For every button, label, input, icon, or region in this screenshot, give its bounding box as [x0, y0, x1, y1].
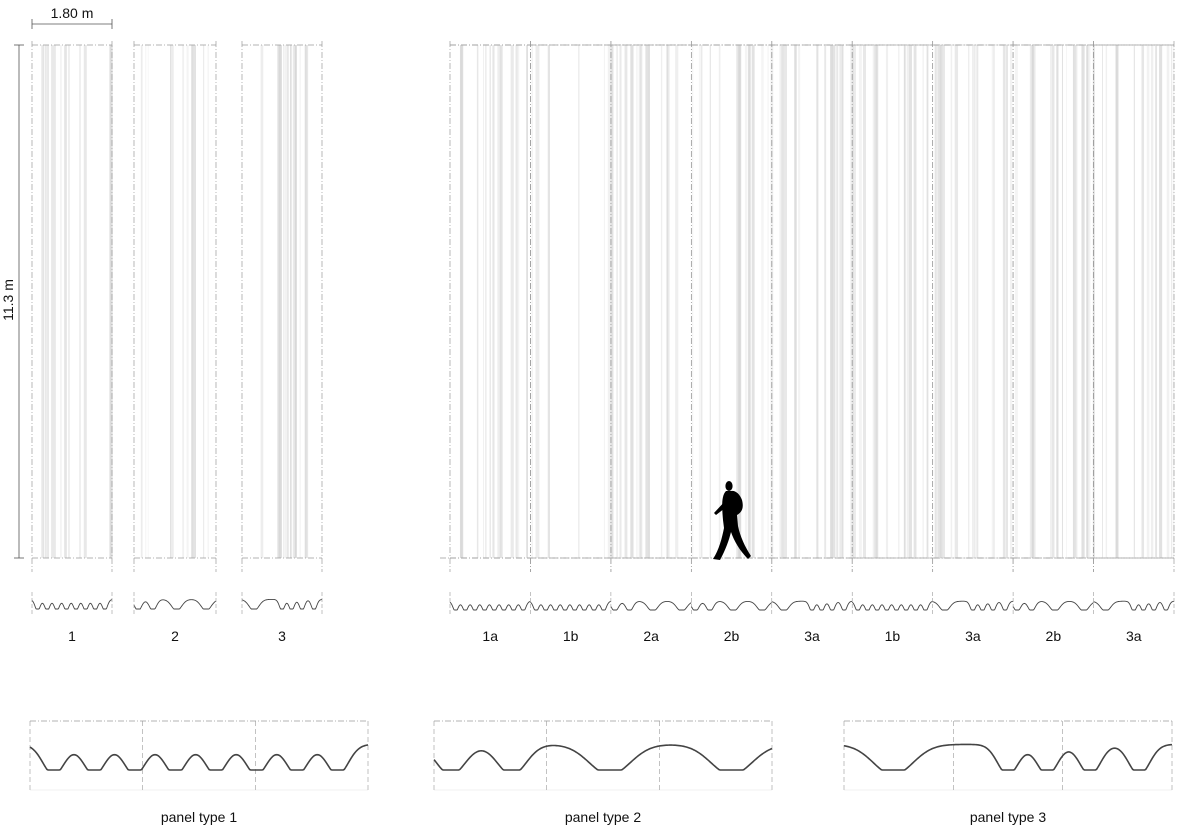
panel-stripes	[531, 45, 614, 558]
section-panel-type-2: panel type 2	[433, 720, 773, 825]
panel-label: 1	[68, 628, 76, 644]
facade-panel-label: 1b	[885, 628, 901, 644]
panel-type-sections: panel type 1 panel type 2 panel type 3	[29, 720, 1173, 825]
panel-stripes	[692, 45, 774, 558]
section-panel-type-3: panel type 3	[843, 720, 1173, 825]
facade-panel-1b	[530, 41, 614, 572]
facade-panel-1a	[449, 41, 531, 572]
facade-panel-2a	[610, 41, 692, 572]
individual-panels: 1 2 3	[31, 41, 323, 644]
section-profile-line	[433, 744, 773, 771]
panel-label: 2	[171, 628, 179, 644]
facade-profile-1b	[530, 600, 612, 611]
section-profile-line	[29, 744, 369, 771]
section-panel-type-1: panel type 1	[29, 720, 369, 825]
panel-stripes	[140, 45, 209, 558]
facade-profile-2b	[1012, 600, 1094, 611]
facade-panel-label: 2a	[643, 628, 659, 644]
panel-profile-3	[241, 598, 323, 610]
facade-profile-3a	[1093, 600, 1175, 611]
facade-profile-1b	[851, 600, 933, 611]
facade-profile-2b	[690, 600, 773, 611]
height-label: 11.3 m	[0, 279, 16, 321]
panel-stripes	[1014, 45, 1095, 558]
facade-panel-label: 2b	[1046, 628, 1062, 644]
panel-elevation-1	[31, 41, 113, 572]
facade-panel-3a	[1093, 41, 1175, 572]
facade-profile-3a	[771, 600, 853, 611]
section-title: panel type 2	[565, 809, 641, 825]
facade-panel-label: 2b	[724, 628, 740, 644]
panel-stripes	[1102, 45, 1175, 558]
panel-stripes	[260, 45, 309, 558]
panel-stripes	[616, 45, 679, 558]
facade-panel-label: 3a	[1126, 628, 1142, 644]
facade-panel-label: 1a	[482, 628, 498, 644]
panel-label: 3	[278, 628, 286, 644]
facade-panel-3a	[771, 41, 854, 572]
section-title: panel type 1	[161, 809, 237, 825]
facade-profile-2a	[610, 600, 692, 611]
facade-panel-label: 1b	[563, 628, 579, 644]
panel-stripes	[459, 45, 528, 558]
width-label: 1.80 m	[51, 5, 94, 21]
panel-stripes	[779, 45, 854, 558]
panel-stripes	[934, 45, 1013, 558]
facade-panel-2b	[1012, 41, 1095, 572]
height-dimension: 11.3 m	[0, 44, 24, 559]
section-title: panel type 3	[970, 809, 1046, 825]
facade-panel-1b	[851, 41, 934, 572]
panel-elevation-3	[241, 41, 323, 572]
panel-stripes	[852, 45, 929, 558]
facade-profile-3a	[932, 600, 1014, 611]
facade-panel-label: 3a	[804, 628, 820, 644]
facade-panel-label: 3a	[965, 628, 981, 644]
panel-stripes	[41, 45, 113, 558]
facade-profile-1a	[449, 600, 531, 611]
facade-elevation: 1a 1b 2a 2b 3a 1b 3a 2b 3a	[440, 41, 1175, 644]
section-profile-line	[843, 743, 1173, 771]
panel-profile-1	[31, 599, 113, 610]
walking-person-figure	[713, 481, 751, 560]
facade-panel-3a	[932, 41, 1014, 572]
width-dimension: 1.80 m	[31, 5, 113, 29]
panel-profile-2	[133, 599, 217, 610]
panel-elevation-2	[133, 41, 217, 572]
